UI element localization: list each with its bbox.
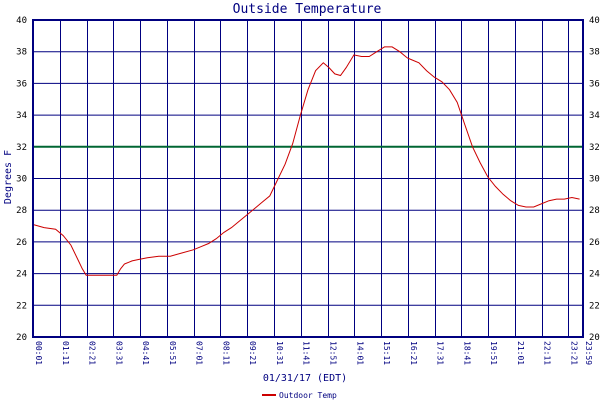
chart-title: Outside Temperature (233, 2, 382, 17)
x-tick-1511: 15:11 (382, 341, 391, 365)
x-tick-0701: 07:01 (195, 341, 204, 365)
x-tick-1841: 18:41 (462, 341, 471, 365)
y-tick-right-40: 40 (589, 16, 600, 26)
y-tick-left-32: 32 (16, 143, 27, 153)
x-tick-0001: 00:01 (34, 341, 43, 365)
y-tick-right-22: 22 (589, 301, 600, 311)
y-tick-left-30: 30 (16, 175, 27, 185)
y-tick-left-22: 22 (16, 301, 27, 311)
y-tick-left-20: 20 (16, 333, 27, 343)
x-tick-2321: 23:21 (570, 341, 579, 365)
x-tick-1951: 19:51 (489, 341, 498, 365)
y-tick-left-34: 34 (16, 111, 27, 121)
y-tick-right-24: 24 (589, 270, 600, 280)
y-tick-left-26: 26 (16, 238, 27, 248)
y-tick-left-28: 28 (16, 206, 27, 216)
x-tick-1731: 17:31 (436, 341, 445, 365)
y-tick-right-26: 26 (589, 238, 600, 248)
y-axis-label: Degrees F (3, 150, 14, 204)
x-axis-label: 01/31/17 (EDT) (263, 373, 347, 384)
y-tick-right-32: 32 (589, 143, 600, 153)
y-tick-right-38: 38 (589, 48, 600, 58)
x-tick-0111: 01:11 (61, 341, 70, 365)
x-tick-2359: 23:59 (584, 341, 593, 365)
y-tick-right-36: 36 (589, 79, 600, 89)
y-tick-right-28: 28 (589, 206, 600, 216)
x-tick-1031: 10:31 (275, 341, 284, 365)
y-tick-right-20: 20 (589, 333, 600, 343)
x-ticks: 00:01 01:11 02:21 03:31 04:41 05:51 07:01 08:11… (34, 341, 593, 365)
series-line-outdoor-temp (32, 46, 580, 276)
x-tick-0331: 03:31 (114, 341, 123, 365)
y-tick-right-34: 34 (589, 111, 600, 121)
x-tick-0221: 02:21 (88, 341, 97, 365)
x-tick-0811: 08:11 (221, 341, 230, 365)
y-ticks-left: 20 22 24 26 28 30 32 34 36 38 40 (16, 16, 27, 343)
legend: Outdoor Temp (262, 391, 337, 400)
plot-frame (32, 19, 584, 338)
x-tick-2211: 22:11 (543, 341, 552, 365)
x-tick-1251: 12:51 (329, 341, 338, 365)
x-tick-0921: 09:21 (248, 341, 257, 365)
y-ticks-right: 20 22 24 26 28 30 32 34 36 38 40 (589, 16, 600, 343)
legend-label-outdoor-temp: Outdoor Temp (279, 391, 337, 400)
y-tick-left-36: 36 (16, 79, 27, 89)
y-tick-left-24: 24 (16, 270, 27, 280)
x-tick-1141: 11:41 (302, 341, 311, 365)
y-tick-left-38: 38 (16, 48, 27, 58)
x-tick-0441: 04:41 (141, 341, 150, 365)
grid-layer (33, 19, 584, 338)
y-tick-right-30: 30 (589, 175, 600, 185)
x-tick-1401: 14:01 (355, 341, 364, 365)
x-tick-0551: 05:51 (168, 341, 177, 365)
x-tick-2101: 21:01 (516, 341, 525, 365)
y-tick-left-40: 40 (16, 16, 27, 26)
x-tick-1621: 16:21 (409, 341, 418, 365)
